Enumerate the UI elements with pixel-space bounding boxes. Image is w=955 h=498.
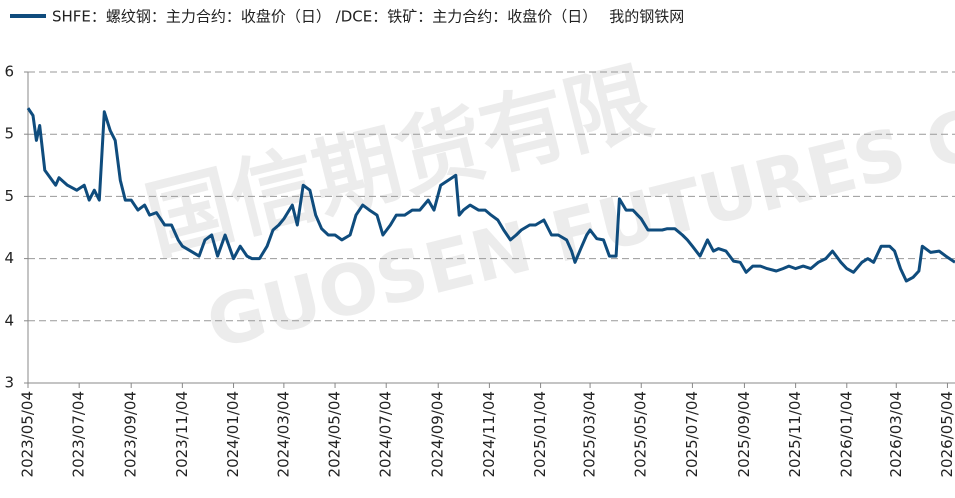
y-tick-label: 3 xyxy=(4,374,14,392)
x-tick-label: 2024/01/04 xyxy=(224,391,242,477)
x-tick-label: 2023/11/04 xyxy=(173,391,191,477)
x-tick-label: 2024/03/04 xyxy=(274,391,292,477)
x-tick-label: 2025/09/04 xyxy=(735,391,753,477)
y-tick-label: 6 xyxy=(4,63,14,81)
x-tick-label: 2026/03/04 xyxy=(887,391,905,477)
x-tick-label: 2025/07/04 xyxy=(683,391,701,477)
y-tick-label: 5 xyxy=(4,125,14,143)
x-tick-label: 2024/05/04 xyxy=(326,391,344,477)
x-tick-label: 2026/01/04 xyxy=(837,391,855,477)
source: 我的钢铁网 xyxy=(609,8,684,26)
x-tick-label: 2023/07/04 xyxy=(70,391,88,477)
x-tick-label: 2024/07/04 xyxy=(377,391,395,477)
x-tick-label: 2025/11/04 xyxy=(786,391,804,477)
x-tick-label: 2023/09/04 xyxy=(122,391,140,477)
y-tick-label: 4 xyxy=(4,311,14,329)
y-tick-label: 4 xyxy=(4,249,14,267)
line-series xyxy=(26,107,955,283)
y-tick-label: 5 xyxy=(4,187,14,205)
watermark: 国信期货有限 GUOSEN FUTURES C xyxy=(137,51,955,365)
x-tick-label: 2023/05/04 xyxy=(19,391,37,477)
x-tick-label: 2026/05/04 xyxy=(938,391,955,477)
x-tick-label: 2025/03/04 xyxy=(581,391,599,477)
x-tick-label: 2024/11/04 xyxy=(480,391,498,477)
x-tick-label: 2024/09/04 xyxy=(429,391,447,477)
x-tick-label: 2025/05/04 xyxy=(632,391,650,477)
legend-label: SHFE：螺纹钢：主力合约：收盘价（日） /DCE：铁矿：主力合约：收盘价（日） xyxy=(52,8,597,26)
x-tick-label: 2025/01/04 xyxy=(531,391,549,477)
